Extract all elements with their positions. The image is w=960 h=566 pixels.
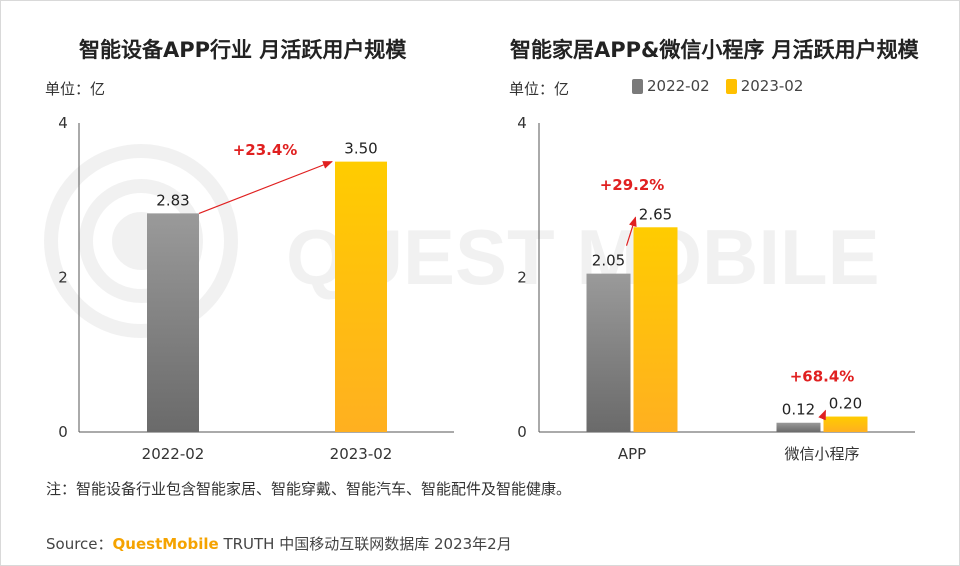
unit-label-right: 单位：亿: [509, 80, 570, 98]
legend: 2022-02 2023-02: [632, 77, 819, 95]
legend-item-2023: 2023-02: [725, 77, 804, 95]
growth-arrow: [625, 216, 637, 246]
legend-item-2022: 2022-02: [632, 77, 710, 95]
x-tick-label: APP: [618, 445, 646, 463]
source-rest: TRUTH 中国移动互联网数据库 2023年2月: [218, 535, 512, 553]
y-tick-label: 2: [517, 269, 527, 287]
data-label: 2.83: [156, 191, 189, 209]
growth-arrow: [818, 409, 827, 421]
growth-arrow: [198, 161, 333, 214]
y-tick-label: 0: [58, 423, 68, 441]
chart-title-left: 智能设备APP行业 月活跃用户规模: [79, 38, 407, 62]
y-tick-label: 4: [58, 114, 68, 132]
bar: [147, 213, 199, 432]
bar: [335, 161, 387, 432]
legend-swatch-gray: [632, 78, 643, 94]
y-tick-label: 0: [517, 423, 527, 441]
source-line: Source：QuestMobile TRUTH 中国移动互联网数据库 2023…: [46, 533, 512, 554]
growth-label: +68.4%: [790, 367, 855, 385]
data-label: 2.65: [639, 205, 672, 223]
bar: [633, 227, 678, 432]
legend-swatch-yellow: [725, 78, 737, 94]
x-tick-label: 微信小程序: [784, 445, 859, 463]
chart-title-right: 智能家居APP&微信小程序 月活跃用户规模: [510, 38, 919, 62]
data-label: 0.20: [829, 395, 862, 413]
bar: [776, 422, 821, 432]
watermark-logo-icon: [44, 144, 238, 338]
footnote: 注：智能设备行业包含智能家居、智能穿戴、智能汽车、智能配件及智能健康。: [46, 480, 572, 498]
source-brand: QuestMobile: [112, 535, 219, 553]
growth-label: +23.4%: [233, 141, 298, 159]
y-tick-label: 2: [58, 269, 68, 287]
legend-label-2023: 2023-02: [740, 77, 804, 95]
source-prefix: Source：: [46, 535, 113, 553]
bar: [586, 273, 631, 432]
data-label: 3.50: [344, 140, 377, 158]
data-label: 0.12: [782, 401, 815, 419]
data-label: 2.05: [592, 252, 625, 270]
growth-label: +29.2%: [600, 176, 665, 194]
x-tick-label: 2022-02: [142, 445, 205, 463]
unit-label-left: 单位：亿: [45, 80, 106, 98]
legend-label-2022: 2022-02: [647, 77, 710, 95]
y-tick-label: 4: [517, 114, 527, 132]
x-tick-label: 2023-02: [330, 445, 393, 463]
bar: [823, 416, 868, 432]
